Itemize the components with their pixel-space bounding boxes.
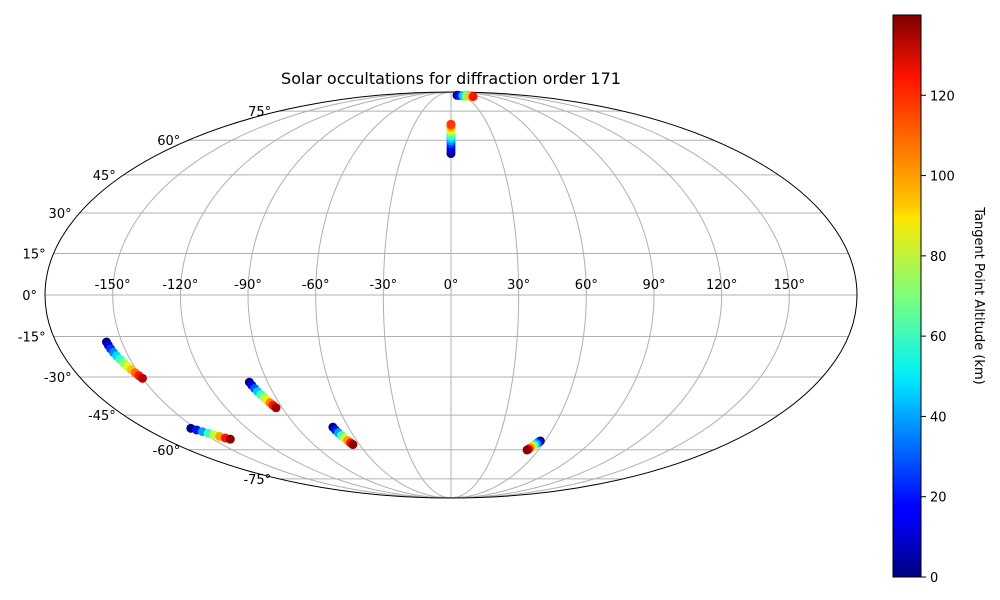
lat-tick-label: 60° [157, 134, 180, 149]
colorbar-tick-label: 40 [930, 410, 947, 425]
lon-tick-label: 30° [507, 278, 530, 293]
lat-tick-label: -45° [88, 409, 116, 424]
lat-tick-label: 0° [22, 289, 37, 304]
lon-tick-label: 0° [444, 278, 459, 293]
lon-tick-label: 150° [774, 278, 805, 293]
data-point [468, 92, 478, 102]
colorbar-tick-label: 100 [930, 170, 955, 185]
data-point [137, 373, 147, 383]
colorbar-tick-label: 60 [930, 330, 947, 345]
lon-tick-label: 120° [706, 278, 737, 293]
lon-tick-label: -90° [234, 278, 262, 293]
grid-meridian [112, 92, 452, 498]
lat-tick-labels: -75° -60° -45° -30° -15° 0° 15° 30° 45° 60° 75° [18, 105, 271, 488]
data-point [446, 119, 456, 129]
graticule [45, 92, 857, 498]
lon-tick-label: 90° [642, 278, 665, 293]
data-point [271, 403, 281, 413]
colorbar-tick-label: 80 [930, 250, 947, 265]
lon-tick-label: 60° [575, 278, 598, 293]
grid-meridian [450, 92, 790, 498]
lon-tick-labels: -150° -120° -90° -60° -30° 0° 30° 60° 90° 120° 150… [95, 278, 805, 293]
lon-tick-label: -150° [95, 278, 131, 293]
lon-tick-label: -30° [369, 278, 397, 293]
lon-tick-label: -60° [302, 278, 330, 293]
colorbar-gradient [892, 14, 922, 578]
grid-meridian [450, 92, 587, 498]
grid-meridian [450, 92, 723, 498]
scatter-points [102, 90, 545, 455]
chart-title: Solar occultations for diffraction order… [281, 69, 621, 88]
data-point [522, 445, 532, 455]
map-boundary [44, 91, 858, 499]
lat-tick-label: -60° [153, 444, 181, 459]
lat-tick-label: 30° [49, 207, 72, 222]
lat-tick-label: 15° [23, 247, 46, 262]
lat-tick-label: 45° [93, 169, 116, 184]
colorbar-ticks: 0 20 40 60 80 100 120 [921, 89, 955, 586]
lat-tick-label: -15° [18, 331, 46, 346]
data-point [348, 440, 358, 450]
colorbar-label: Tangent Point Altitude (km) [971, 206, 986, 384]
grid-meridian [450, 92, 655, 498]
grid-meridian [315, 92, 452, 498]
grid-meridian [247, 92, 452, 498]
grid-meridian [450, 92, 520, 498]
colorbar: 0 20 40 60 80 100 120 Tangent Point Altitude (… [892, 14, 986, 586]
colorbar-tick-label: 0 [930, 571, 938, 586]
lon-tick-label: -120° [162, 278, 198, 293]
lat-tick-label: 75° [248, 105, 271, 120]
lat-tick-label: -30° [44, 371, 72, 386]
lat-tick-label: -75° [243, 473, 271, 488]
colorbar-tick-label: 20 [930, 491, 947, 506]
colorbar-tick-label: 120 [930, 89, 955, 104]
grid-meridian [382, 92, 452, 498]
grid-meridian [179, 92, 452, 498]
data-point [225, 434, 235, 444]
